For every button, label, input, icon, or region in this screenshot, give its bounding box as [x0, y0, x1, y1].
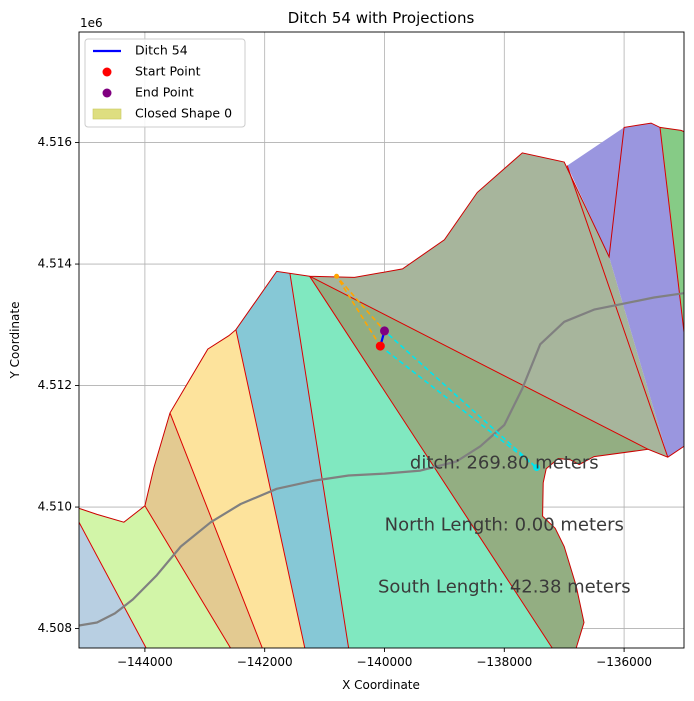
x-axis-ticks: −144000 −142000 −140000 −138000 −136000: [117, 648, 652, 669]
plot-area: ditch: 269.80 meters North Length: 0.00 m…: [79, 122, 684, 648]
annotation-2: South Length: 42.38 meters: [378, 576, 631, 597]
legend-marker-3: [92, 108, 122, 120]
region-olivegreen: [309, 276, 649, 648]
region-sage: [309, 152, 668, 458]
legend-box: [84, 38, 246, 128]
region-divider-5: [309, 275, 553, 648]
x-tick-label-0: −144000: [117, 655, 173, 669]
region-divider-7: [566, 165, 669, 458]
x-tick-label-3: −138000: [476, 655, 532, 669]
region-aquamarine: [289, 273, 553, 648]
y-axis-ticks: 4.508 4.510 4.512 4.514 4.516: [38, 135, 79, 635]
legend: Ditch 54 Start Point End Point Closed Shape…: [84, 38, 246, 128]
cyan-projection-point: [533, 464, 541, 472]
region-tan: [144, 412, 263, 648]
end-point: [379, 326, 389, 336]
y-tick-label-4: 4.516: [38, 135, 72, 149]
region-purple: [567, 123, 684, 458]
region-divider-3: [235, 329, 306, 648]
region-teal: [235, 271, 349, 648]
region-gold: [170, 329, 305, 648]
y-offset-label: 1e6: [80, 16, 103, 30]
legend-marker-1: [102, 67, 112, 77]
x-tick-label-1: −142000: [237, 655, 293, 669]
start-point: [375, 341, 385, 351]
x-tick-label-2: −140000: [357, 655, 413, 669]
region-divider-4: [289, 273, 350, 648]
chart-title: Ditch 54 with Projections: [288, 9, 475, 27]
region-divider-6: [309, 275, 649, 450]
legend-label-3: Closed Shape 0: [135, 106, 232, 121]
region-divider-2: [169, 412, 263, 648]
road-line: [79, 292, 684, 627]
y-tick-label-2: 4.512: [38, 378, 72, 392]
y-tick-label-0: 4.508: [38, 621, 72, 635]
annotation-0: ditch: 269.80 meters: [410, 452, 599, 473]
axes-frame: [78, 31, 685, 649]
orange-projection-point: [334, 273, 340, 279]
shape-outline: [79, 122, 684, 523]
y-tick-label-3: 4.514: [38, 257, 72, 271]
x-axis-label: X Coordinate: [342, 678, 420, 692]
region-divider-1: [144, 505, 231, 648]
y-axis-label: Y Coordinate: [8, 302, 22, 380]
legend-label-1: Start Point: [135, 64, 201, 79]
projection-cyan: [379, 330, 538, 469]
y-tick-label-1: 4.510: [38, 500, 72, 514]
legend-label-2: End Point: [135, 85, 194, 100]
annotation-1: North Length: 0.00 meters: [385, 514, 624, 535]
legend-marker-2: [102, 88, 112, 98]
shape-inner-boundary: [542, 445, 684, 648]
region-divider-8: [659, 127, 684, 333]
region-divider-0: [79, 521, 147, 648]
legend-label-0: Ditch 54: [135, 43, 188, 58]
x-tick-label-4: −136000: [596, 655, 652, 669]
